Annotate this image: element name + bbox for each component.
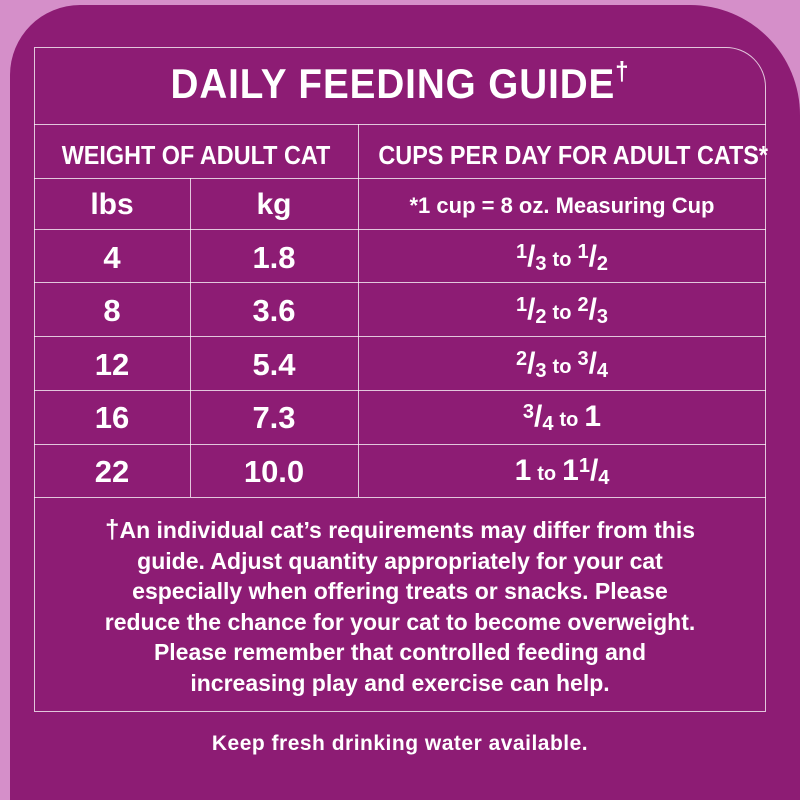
row-cups: 1/2 to 2/3 [515,293,609,328]
grid-line [34,124,766,125]
row-lbs: 16 [94,400,130,435]
lbs-header: lbs [90,188,134,221]
kg-header: kg [256,188,292,221]
grid-line [34,282,766,283]
row-cups: 1/3 to 1/2 [515,240,609,275]
grid-line [34,336,766,337]
row-kg: 1.8 [252,240,296,275]
footnote-text-2: Please remember that controlled feeding … [153,639,647,696]
feeding-guide-panel [10,5,800,800]
grid-line [34,178,766,179]
water-note: Keep fresh drinking water available. [211,732,589,755]
table-frame [34,47,766,712]
cups-header: CUPS PER DAY FOR ADULT CATS* [378,140,769,170]
grid-line [34,229,766,230]
grid-line [358,124,359,497]
title-text: DAILY FEEDING GUIDE [170,60,616,107]
row-cups: 1 to 11/4 [514,454,610,489]
footnote: †An individual cat’s requirements may di… [34,514,766,698]
cup-measure-note: *1 cup = 8 oz. Measuring Cup [409,193,715,218]
grid-line [34,390,766,391]
row-lbs: 12 [94,347,130,382]
row-cups: 3/4 to 1 [522,400,602,435]
grid-line [34,497,766,498]
grid-line [190,178,191,497]
page-title: DAILY FEEDING GUIDE† [63,56,736,108]
row-kg: 7.3 [252,400,296,435]
title-dagger: † [615,56,630,86]
footnote-text: An individual cat’s requirements may dif… [104,517,696,635]
row-lbs: 8 [103,293,121,328]
row-lbs: 4 [103,240,121,275]
weight-header: WEIGHT OF ADULT CAT [61,140,331,170]
footnote-dagger: † [104,514,120,544]
row-cups: 2/3 to 3/4 [515,347,609,382]
row-kg: 10.0 [243,454,305,489]
row-kg: 3.6 [252,293,296,328]
row-lbs: 22 [94,454,130,489]
grid-line [34,444,766,445]
row-kg: 5.4 [252,347,296,382]
